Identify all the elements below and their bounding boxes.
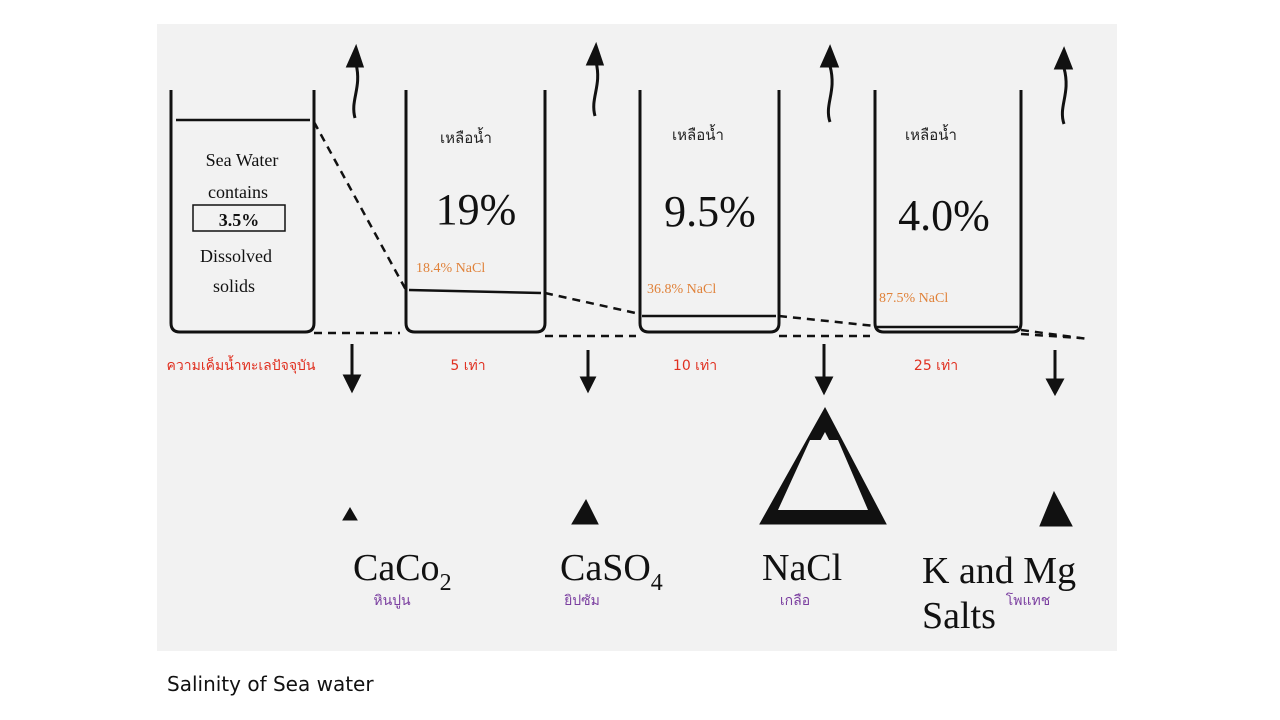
dashed-trend-lines [312, 121, 1089, 341]
beaker-stage-1 [404, 90, 547, 334]
concentration-factor-3: 25 เท่า [914, 358, 958, 374]
sea-water-line4: solids [213, 276, 255, 296]
formula-caco2: CaCo2 [353, 547, 452, 596]
formula-caso4: CaSO4 [560, 547, 663, 596]
nacl-percent-3: 87.5% NaCl [879, 291, 948, 306]
formula-caco2-main: CaCo [353, 547, 440, 589]
current-salinity-label: ความเค็มน้ำทะเลปัจจุบัน [167, 355, 316, 374]
remaining-label-3: เหลือน้ำ [905, 124, 957, 144]
sea-water-line2: contains [208, 182, 268, 202]
sea-water-line3: Dissolved [200, 246, 272, 266]
formula-caso4-main: CaSO [560, 547, 651, 589]
thai-name-gypsum: ยิปซัม [564, 593, 600, 609]
beaker-stage-3 [873, 90, 1023, 334]
precipitate-triangles [342, 406, 1073, 527]
volume-percent-1: 19% [436, 185, 517, 234]
remaining-label-2: เหลือน้ำ [672, 124, 724, 144]
evaporation-diagram: Sea Water contains 3.5% Dissolved solids [157, 24, 1117, 651]
evaporation-arrows [345, 41, 1074, 125]
formula-caso4-sub: 4 [651, 570, 663, 596]
beaker-stage-2 [638, 90, 781, 334]
remaining-label-1: เหลือน้ำ [440, 127, 492, 147]
precipitation-arrows [342, 344, 1065, 397]
thai-name-limestone: หินปูน [373, 593, 411, 609]
formula-k-mg: K and Mg [922, 550, 1076, 592]
formula-caco2-sub: 2 [440, 570, 452, 596]
concentration-factor-2: 10 เท่า [673, 358, 717, 374]
sea-water-percent: 3.5% [219, 210, 260, 230]
formula-salts: Salts [922, 595, 996, 637]
nacl-percent-2: 36.8% NaCl [647, 282, 716, 297]
slide-caption: Salinity of Sea water [167, 672, 374, 696]
diagram-scan: Sea Water contains 3.5% Dissolved solids [157, 24, 1117, 651]
thai-name-salt: เกลือ [780, 593, 810, 609]
formula-nacl: NaCl [762, 547, 842, 589]
concentration-factor-1: 5 เท่า [450, 358, 485, 374]
thai-name-potash: โพแทช [1006, 592, 1051, 609]
beaker-sea-water [169, 90, 316, 334]
nacl-percent-1: 18.4% NaCl [416, 261, 485, 276]
volume-percent-2: 9.5% [664, 187, 756, 236]
sea-water-line1: Sea Water [206, 150, 279, 170]
volume-percent-3: 4.0% [898, 191, 990, 240]
